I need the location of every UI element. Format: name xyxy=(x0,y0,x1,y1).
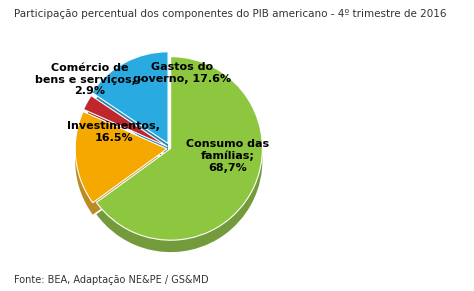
Text: Gastos do
governo, 17.6%: Gastos do governo, 17.6% xyxy=(133,62,231,84)
Wedge shape xyxy=(83,95,167,147)
Text: Comércio de
bens e serviços, -
2.9%: Comércio de bens e serviços, - 2.9% xyxy=(35,63,145,96)
Wedge shape xyxy=(96,57,263,240)
Text: Fonte: BEA, Adaptação NE&PE / GS&MD: Fonte: BEA, Adaptação NE&PE / GS&MD xyxy=(14,275,209,285)
Text: Consumo das
famílias;
68,7%: Consumo das famílias; 68,7% xyxy=(186,139,269,173)
Text: Investimentos,
16.5%: Investimentos, 16.5% xyxy=(67,121,160,143)
Text: Participação percentual dos componentes do PIB americano - 4º trimestre de 2016: Participação percentual dos componentes … xyxy=(14,9,447,19)
Wedge shape xyxy=(92,52,168,143)
Wedge shape xyxy=(75,123,167,215)
Wedge shape xyxy=(92,64,168,155)
Wedge shape xyxy=(96,69,263,252)
Wedge shape xyxy=(83,107,167,159)
Wedge shape xyxy=(75,111,167,203)
